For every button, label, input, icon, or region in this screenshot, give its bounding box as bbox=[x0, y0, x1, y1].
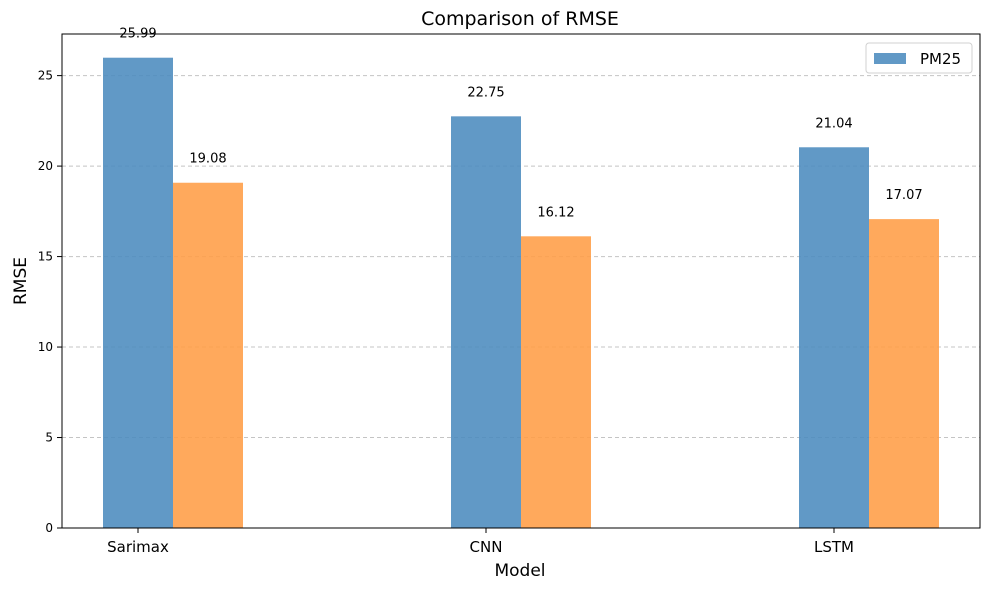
x-tick-label: CNN bbox=[470, 538, 503, 556]
x-axis-label: Model bbox=[494, 561, 545, 581]
legend-swatch bbox=[874, 53, 906, 64]
bar-series2-lstm bbox=[869, 219, 939, 528]
y-tick-label: 15 bbox=[38, 250, 53, 264]
x-tick-label: Sarimax bbox=[107, 538, 169, 556]
bar-value-label: 19.08 bbox=[189, 152, 226, 167]
bar-series2-cnn bbox=[521, 236, 591, 529]
y-tick-label: 10 bbox=[38, 340, 53, 354]
axes: 0 5 10 15 20 25 Sarimax CNN LSTM bbox=[38, 33, 981, 556]
legend-box bbox=[865, 42, 973, 74]
bar-series1-sarimax bbox=[103, 57, 173, 528]
bar-value-label: 22.75 bbox=[467, 85, 504, 100]
bar-series1-cnn bbox=[451, 116, 521, 528]
chart-title: Comparison of RMSE bbox=[421, 8, 619, 30]
legend: PM25 bbox=[865, 42, 973, 74]
y-tick-label: 0 bbox=[45, 521, 53, 535]
bars bbox=[103, 57, 939, 529]
bar-series2-sarimax bbox=[173, 182, 243, 528]
bar-value-label: 21.04 bbox=[815, 116, 852, 131]
y-tick-label: 5 bbox=[45, 431, 53, 445]
plot-frame bbox=[61, 33, 981, 529]
y-axis-label: RMSE bbox=[11, 257, 31, 305]
y-tick-label: 25 bbox=[38, 69, 53, 83]
legend-entry: PM25 bbox=[920, 50, 961, 68]
bar-value-label: 16.12 bbox=[537, 205, 574, 220]
y-tick-label: 20 bbox=[38, 159, 53, 173]
x-tick-label: LSTM bbox=[814, 538, 854, 556]
bar-value-label: 17.07 bbox=[885, 188, 922, 203]
bar-series1-lstm bbox=[799, 147, 869, 528]
